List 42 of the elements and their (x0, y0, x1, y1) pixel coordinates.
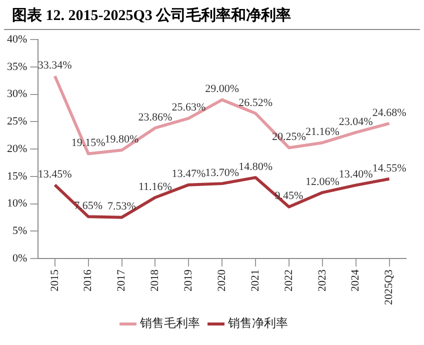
x-tick-label: 2015 (48, 269, 61, 292)
y-tick-label: 0% (12, 252, 28, 264)
data-label: 13.40% (338, 168, 373, 181)
data-label: 12.06% (305, 176, 340, 188)
x-tick-label: 2019 (182, 269, 195, 292)
y-tick-label: 20% (6, 142, 28, 155)
y-tick-label: 5% (12, 225, 28, 238)
x-tick-label: 2018 (149, 269, 162, 292)
data-label: 7.53% (108, 200, 136, 213)
data-label: 14.80% (238, 160, 272, 173)
data-label: 13.45% (38, 168, 72, 180)
data-label: 11.16% (138, 180, 172, 193)
x-tick-label: 2021 (249, 270, 262, 292)
y-tick-label: 40% (6, 33, 28, 46)
y-tick-label: 30% (6, 88, 28, 100)
legend-label: 销售净利率 (227, 316, 288, 330)
chart-title: 图表 12. 2015-2025Q3 公司毛利率和净利率 (4, 0, 420, 30)
x-tick-label: 2022 (282, 270, 295, 292)
data-label: 13.70% (205, 166, 240, 179)
data-label: 25.63% (172, 102, 206, 114)
data-label: 19.80% (104, 134, 139, 146)
x-tick-label: 2016 (82, 269, 94, 292)
legend-label: 销售毛利率 (139, 316, 200, 330)
data-label: 24.68% (372, 106, 406, 119)
data-label: 23.86% (138, 111, 172, 124)
data-label: 20.25% (272, 131, 306, 144)
data-label: 23.04% (338, 116, 373, 128)
x-tick-label: 2024 (350, 269, 362, 292)
data-label: 13.47% (172, 168, 206, 180)
y-tick-label: 15% (6, 170, 28, 182)
x-tick-label: 2020 (216, 269, 228, 292)
data-label: 26.52% (238, 96, 272, 109)
data-label: 29.00% (205, 83, 240, 96)
x-tick-label: 2017 (116, 269, 128, 292)
y-tick-label: 35% (6, 60, 28, 73)
y-tick-label: 25% (6, 116, 28, 128)
data-label: 14.55% (372, 162, 406, 174)
data-label: 19.15% (71, 137, 106, 150)
x-tick-label: 2023 (316, 269, 328, 292)
data-label: 21.16% (305, 126, 340, 138)
x-tick-label: 2025Q3 (383, 269, 396, 306)
y-tick-label: 10% (6, 198, 28, 210)
